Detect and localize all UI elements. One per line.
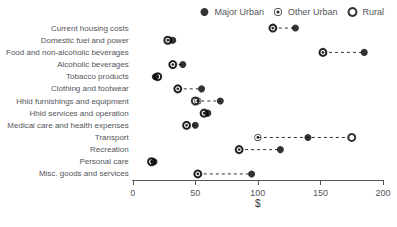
svg-text:Clothing and footwear: Clothing and footwear (51, 84, 129, 93)
svg-text:Alcoholic beverages: Alcoholic beverages (57, 60, 129, 69)
svg-text:Rural: Rural (362, 7, 384, 17)
svg-text:Major Urban: Major Urban (214, 7, 264, 17)
svg-text:Personal care: Personal care (79, 157, 129, 166)
svg-text:Food and non-alcoholic beverag: Food and non-alcoholic beverages (6, 48, 129, 57)
svg-text:50: 50 (190, 188, 200, 198)
svg-text:Misc. goods and services: Misc. goods and services (39, 169, 129, 178)
svg-text:Transport: Transport (95, 133, 130, 142)
svg-text:Hhld services and operation: Hhld services and operation (30, 109, 129, 118)
svg-text:Domestic fuel and power: Domestic fuel and power (41, 36, 129, 45)
svg-text:Medical care and health expens: Medical care and health expenses (7, 121, 128, 130)
svg-text:Hhld furnishings and equipment: Hhld furnishings and equipment (16, 97, 129, 106)
svg-text:Tobacco products: Tobacco products (66, 72, 129, 81)
svg-text:100: 100 (250, 188, 265, 198)
svg-text:0: 0 (130, 188, 135, 198)
svg-text:150: 150 (313, 188, 328, 198)
svg-text:Recreation: Recreation (90, 145, 129, 154)
svg-text:Other Urban: Other Urban (288, 7, 338, 17)
svg-text:200: 200 (375, 188, 390, 198)
svg-text:Current housing costs: Current housing costs (51, 24, 129, 33)
svg-text:$: $ (255, 198, 261, 209)
